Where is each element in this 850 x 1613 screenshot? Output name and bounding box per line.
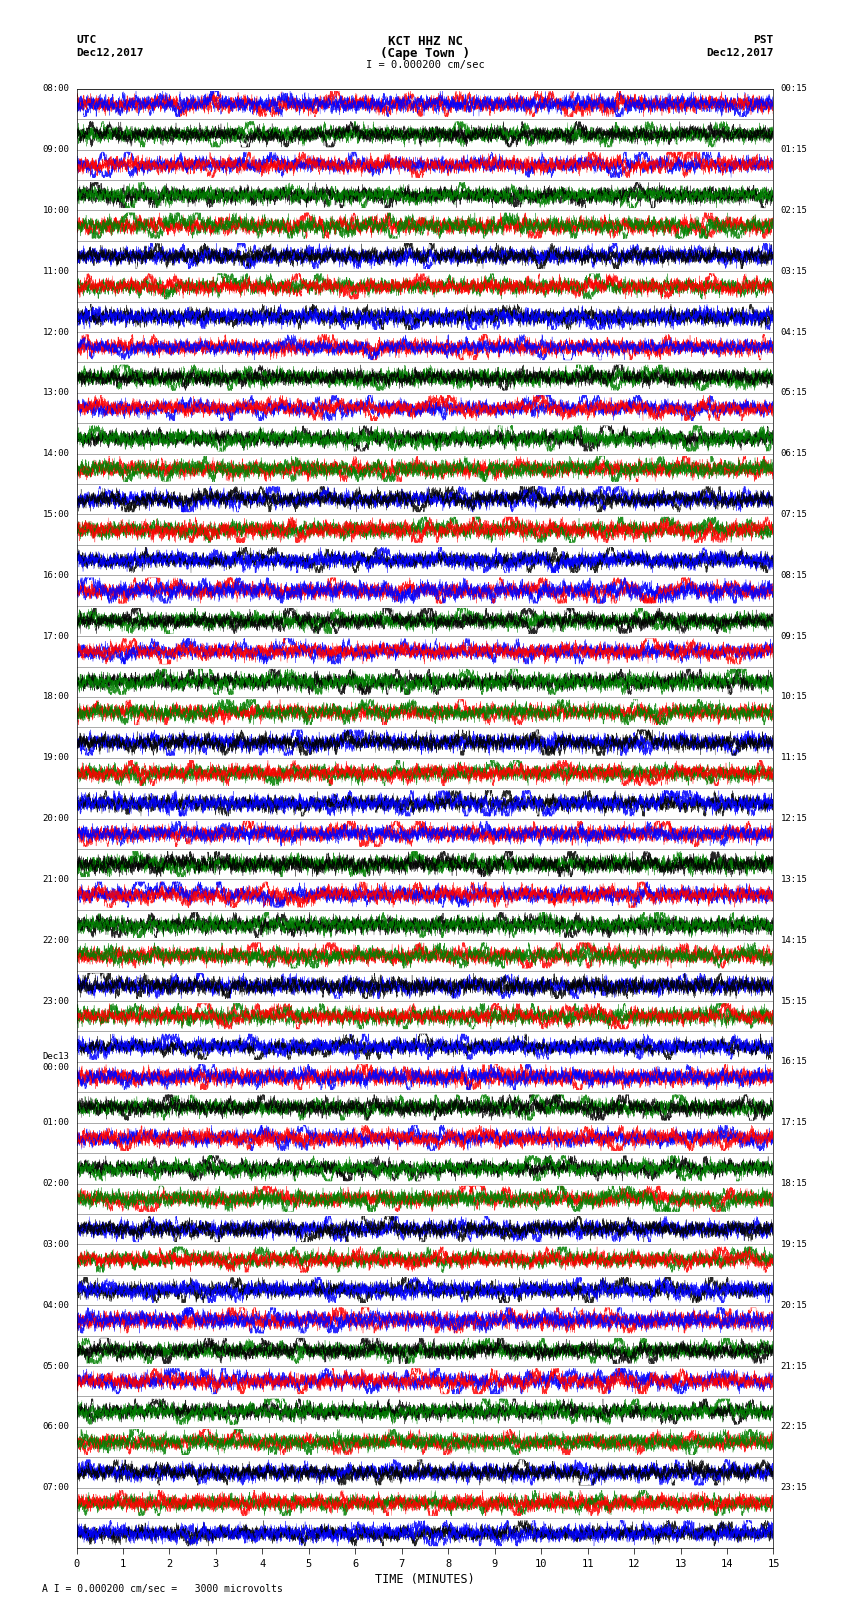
Text: UTC: UTC [76,35,97,45]
Text: KCT HHZ NC: KCT HHZ NC [388,35,462,48]
Text: 01:15: 01:15 [780,145,808,153]
Text: A I = 0.000200 cm/sec =   3000 microvolts: A I = 0.000200 cm/sec = 3000 microvolts [42,1584,283,1594]
Text: 15:15: 15:15 [780,997,808,1005]
Text: 22:15: 22:15 [780,1423,808,1431]
Text: PST: PST [753,35,774,45]
Text: 20:15: 20:15 [780,1300,808,1310]
Text: 07:00: 07:00 [42,1484,70,1492]
Text: 16:15: 16:15 [780,1058,808,1066]
Text: Dec13
00:00: Dec13 00:00 [42,1052,70,1071]
Text: 13:15: 13:15 [780,874,808,884]
Text: 00:15: 00:15 [780,84,808,94]
Text: 11:15: 11:15 [780,753,808,763]
Text: 12:00: 12:00 [42,327,70,337]
Text: 06:00: 06:00 [42,1423,70,1431]
Text: 10:00: 10:00 [42,206,70,215]
Text: 04:00: 04:00 [42,1300,70,1310]
Text: 20:00: 20:00 [42,815,70,823]
Text: 12:15: 12:15 [780,815,808,823]
Text: 17:15: 17:15 [780,1118,808,1127]
Text: 21:00: 21:00 [42,874,70,884]
Text: 05:15: 05:15 [780,389,808,397]
Text: 18:15: 18:15 [780,1179,808,1189]
Text: 11:00: 11:00 [42,266,70,276]
Text: 08:15: 08:15 [780,571,808,579]
Text: 14:00: 14:00 [42,448,70,458]
Text: 09:00: 09:00 [42,145,70,153]
Text: 22:00: 22:00 [42,936,70,945]
Text: 15:00: 15:00 [42,510,70,519]
Text: (Cape Town ): (Cape Town ) [380,47,470,60]
Text: 21:15: 21:15 [780,1361,808,1371]
Text: 19:00: 19:00 [42,753,70,763]
Text: 03:00: 03:00 [42,1240,70,1248]
Text: 14:15: 14:15 [780,936,808,945]
Text: 23:00: 23:00 [42,997,70,1005]
Text: 04:15: 04:15 [780,327,808,337]
Text: 19:15: 19:15 [780,1240,808,1248]
Text: 01:00: 01:00 [42,1118,70,1127]
Text: 03:15: 03:15 [780,266,808,276]
Text: 02:15: 02:15 [780,206,808,215]
Text: 08:00: 08:00 [42,84,70,94]
Text: 18:00: 18:00 [42,692,70,702]
Text: Dec12,2017: Dec12,2017 [76,48,144,58]
Text: 07:15: 07:15 [780,510,808,519]
Text: 17:00: 17:00 [42,632,70,640]
Text: 13:00: 13:00 [42,389,70,397]
Text: 05:00: 05:00 [42,1361,70,1371]
Text: 23:15: 23:15 [780,1484,808,1492]
Text: 02:00: 02:00 [42,1179,70,1189]
Text: I = 0.000200 cm/sec: I = 0.000200 cm/sec [366,60,484,69]
Text: 09:15: 09:15 [780,632,808,640]
X-axis label: TIME (MINUTES): TIME (MINUTES) [375,1573,475,1586]
Text: 16:00: 16:00 [42,571,70,579]
Text: 06:15: 06:15 [780,448,808,458]
Text: 10:15: 10:15 [780,692,808,702]
Text: Dec12,2017: Dec12,2017 [706,48,774,58]
